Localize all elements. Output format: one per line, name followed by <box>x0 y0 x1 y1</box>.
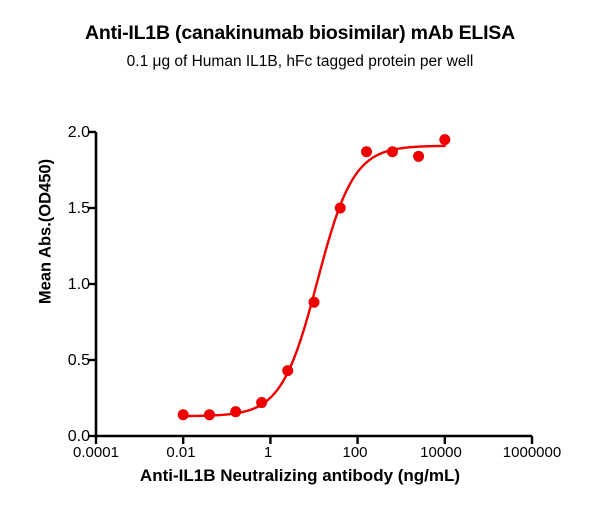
y-tick-label-0.5: 0.5 <box>67 352 90 369</box>
chart-subtitle: 0.1 μg of Human IL1B, hFc tagged protein… <box>126 53 474 70</box>
data-point <box>439 134 451 146</box>
x-tick-label-1: 1 <box>263 444 273 461</box>
x-tick-label-100: 100 <box>342 444 368 461</box>
data-point-markers <box>177 134 451 421</box>
data-point <box>203 409 215 421</box>
data-point <box>256 397 268 409</box>
y-tick-label-1.0: 1.0 <box>67 276 90 293</box>
x-tick-label-0.0001: 0.0001 <box>73 444 119 461</box>
x-tick-label-1000000: 1000000 <box>502 444 562 461</box>
data-point <box>413 150 425 162</box>
data-point <box>334 202 346 214</box>
fit-curve <box>182 144 446 418</box>
data-point <box>230 406 242 418</box>
data-point <box>386 146 398 158</box>
y-axis-ticks <box>88 130 96 438</box>
y-tick-label-1.5: 1.5 <box>67 200 90 217</box>
data-point <box>361 146 372 158</box>
x-axis-label: Anti-IL1B Neutralizing antibody (ng/mL) <box>139 466 461 485</box>
x-tick-label-0.01: 0.01 <box>166 444 196 461</box>
y-tick-label-2.0: 2.0 <box>67 124 90 141</box>
data-point <box>177 409 189 421</box>
data-point <box>282 365 294 377</box>
y-tick-label-0.0: 0.0 <box>67 428 90 445</box>
data-point <box>308 296 320 308</box>
chart-title: Anti-IL1B (canakinumab biosimilar) mAb E… <box>84 22 515 44</box>
x-tick-label-10000: 10000 <box>420 444 462 461</box>
x-axis-ticks <box>94 436 534 444</box>
